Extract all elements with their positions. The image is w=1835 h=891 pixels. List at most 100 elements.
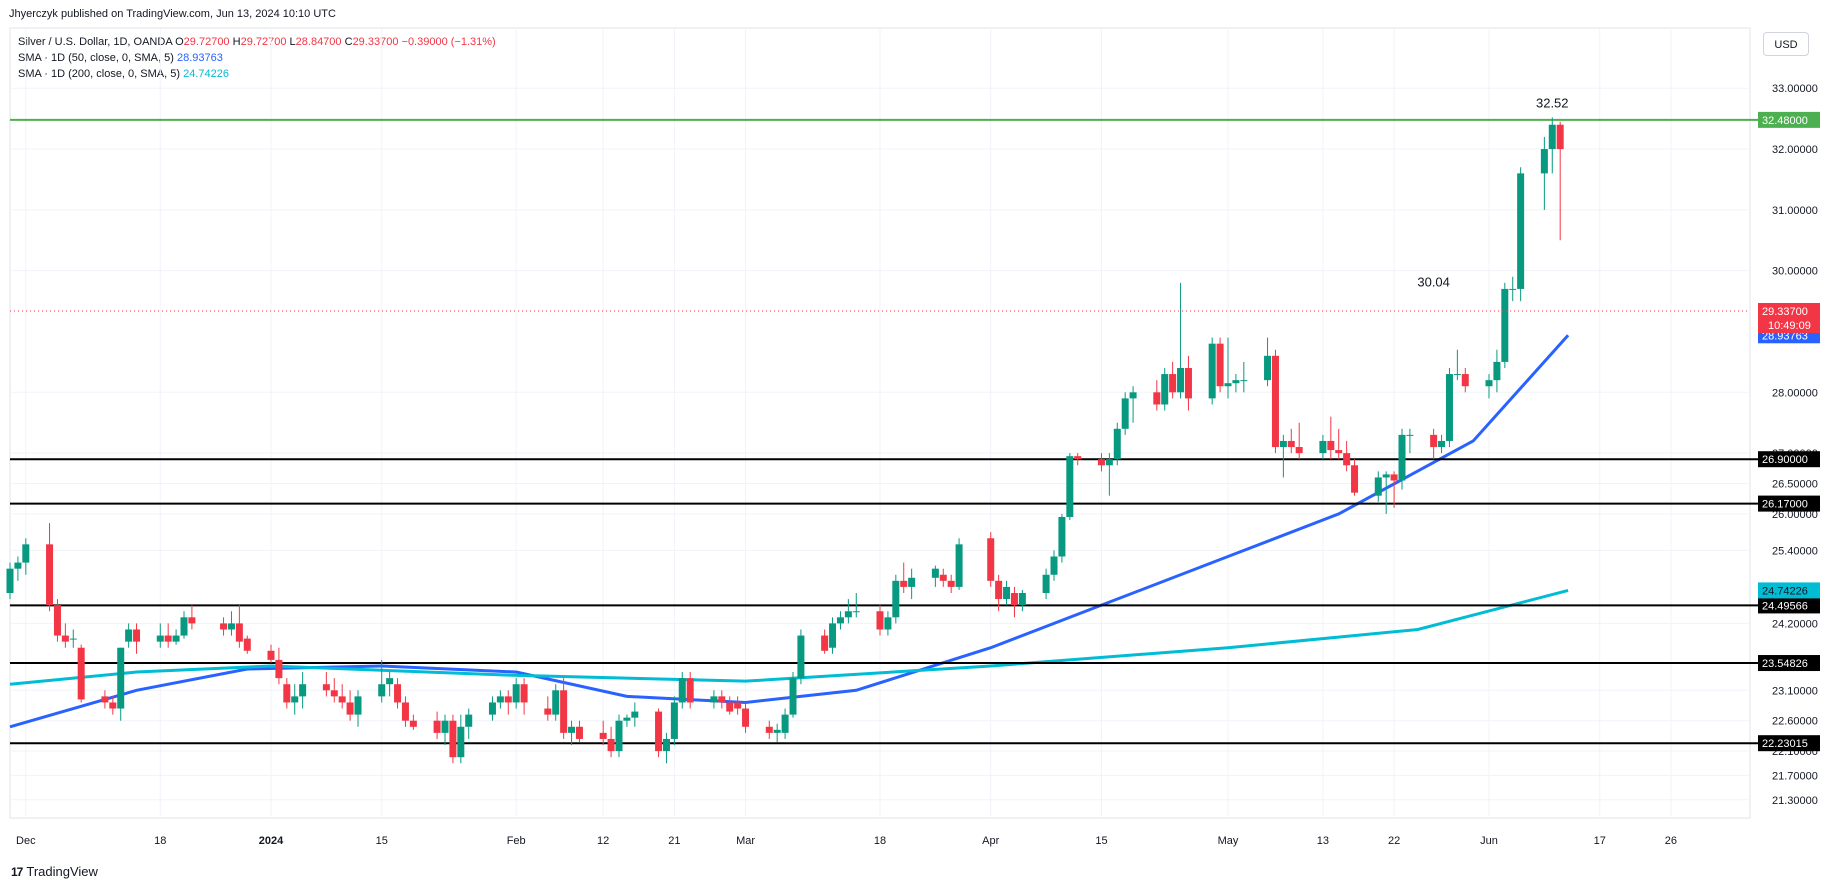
candle-body bbox=[61, 635, 69, 642]
candle-body bbox=[742, 708, 750, 727]
level-price-tag: 22.23015 bbox=[1762, 738, 1808, 750]
level-price-tag: 26.17000 bbox=[1762, 499, 1808, 511]
chart-legend: Silver / U.S. Dollar, 1D, OANDA O29.7270… bbox=[18, 34, 496, 82]
level-price-tag: 23.54826 bbox=[1762, 658, 1808, 670]
candle-body bbox=[291, 696, 299, 703]
x-tick-label: 18 bbox=[874, 835, 886, 847]
candle-body bbox=[1042, 574, 1050, 593]
high-annotation: 32.52 bbox=[1536, 95, 1569, 110]
candle-body bbox=[275, 659, 283, 679]
legend-sma50-row[interactable]: SMA · 1D (50, close, 0, SMA, 5) 28.93763 bbox=[18, 50, 496, 66]
x-tick-label: 18 bbox=[154, 835, 166, 847]
y-tick-label: 21.30000 bbox=[1772, 795, 1818, 807]
x-tick-label: Mar bbox=[736, 835, 755, 847]
y-tick-label: 25.40000 bbox=[1772, 545, 1818, 557]
candle-body bbox=[1548, 124, 1556, 150]
candle-body bbox=[1003, 586, 1011, 600]
level-price-tag-bg bbox=[1758, 655, 1820, 672]
candle-body bbox=[69, 638, 77, 640]
level-price-tag-bg bbox=[1758, 451, 1820, 468]
candle-body bbox=[797, 635, 805, 679]
candle-body bbox=[955, 544, 963, 587]
x-tick-label: Dec bbox=[16, 835, 36, 847]
candle-body bbox=[947, 580, 955, 587]
candle-body bbox=[1461, 374, 1469, 387]
candle-body bbox=[686, 678, 694, 703]
candle-body bbox=[1161, 374, 1169, 405]
y-tick-label: 24.20000 bbox=[1772, 618, 1818, 630]
tradingview-brand[interactable]: 17 TradingView bbox=[11, 864, 98, 879]
last-price-tag: 29.33700 bbox=[1762, 306, 1808, 318]
level-price-tag-bg bbox=[1758, 597, 1820, 614]
y-tick-label: 32.00000 bbox=[1772, 144, 1818, 156]
candle-body bbox=[164, 635, 172, 642]
candle-body bbox=[188, 617, 196, 624]
candle-body bbox=[117, 647, 125, 709]
candle-body bbox=[1113, 428, 1121, 460]
x-tick-label: 12 bbox=[597, 835, 609, 847]
candle-body bbox=[726, 702, 734, 712]
candle-body bbox=[409, 720, 417, 727]
candle-body bbox=[449, 720, 457, 758]
level-price-tag: 32.48000 bbox=[1762, 115, 1808, 127]
candle-body bbox=[354, 696, 362, 715]
low-annotation: 30.04 bbox=[1417, 274, 1450, 289]
candle-body bbox=[623, 717, 631, 721]
legend-sma200-row[interactable]: SMA · 1D (200, close, 0, SMA, 5) 24.7422… bbox=[18, 66, 496, 82]
candle-body bbox=[496, 696, 504, 703]
candle-body bbox=[662, 738, 670, 752]
legend-change: −0.39000 (−1.31%) bbox=[401, 36, 496, 48]
candle-body bbox=[22, 544, 30, 563]
candle-body bbox=[552, 690, 560, 715]
x-tick-label: 26 bbox=[1665, 835, 1677, 847]
candle-body bbox=[773, 729, 781, 733]
x-tick-label: 22 bbox=[1388, 835, 1400, 847]
legend-open-label: O bbox=[175, 36, 184, 48]
y-tick-label: 28.00000 bbox=[1772, 387, 1818, 399]
legend-close-label: C bbox=[344, 36, 353, 48]
y-tick-label: 33.00000 bbox=[1772, 83, 1818, 95]
candle-body bbox=[1540, 149, 1548, 174]
candle-body bbox=[1010, 592, 1018, 606]
level-price-tag-bg bbox=[1758, 735, 1820, 752]
candle-body bbox=[1517, 173, 1525, 289]
candle-body bbox=[504, 696, 512, 703]
level-price-tag-bg bbox=[1758, 495, 1820, 512]
candle-body bbox=[330, 690, 338, 697]
candle-body bbox=[322, 684, 330, 691]
x-tick-label: 13 bbox=[1317, 835, 1329, 847]
candle-body bbox=[734, 702, 742, 709]
candle-body bbox=[560, 690, 568, 733]
candle-body bbox=[338, 696, 346, 703]
legend-sma50-label: SMA · 1D (50, close, 0, SMA, 5) bbox=[18, 52, 174, 64]
candle-body bbox=[655, 711, 663, 752]
sma200-price-tag: 24.74226 bbox=[1762, 585, 1808, 597]
level-price-tag: 26.90000 bbox=[1762, 454, 1808, 466]
currency-button[interactable]: USD bbox=[1763, 32, 1809, 56]
candle-body bbox=[172, 635, 180, 642]
legend-ohlc-row: Silver / U.S. Dollar, 1D, OANDA O29.7270… bbox=[18, 34, 496, 50]
x-tick-label: Feb bbox=[507, 835, 526, 847]
legend-sma200-value: 24.74226 bbox=[183, 68, 229, 80]
candle-body bbox=[1343, 453, 1351, 466]
candle-body bbox=[1184, 367, 1192, 399]
sma50-line bbox=[9, 334, 1570, 729]
candle-body bbox=[386, 678, 394, 685]
candle-body bbox=[227, 623, 235, 630]
candle-body bbox=[1374, 477, 1382, 496]
candle-body bbox=[465, 714, 473, 727]
sma200-line bbox=[9, 588, 1569, 686]
legend-low: 28.84700 bbox=[295, 36, 342, 48]
y-tick-label: 23.10000 bbox=[1772, 685, 1818, 697]
legend-high-label: H bbox=[232, 36, 241, 48]
y-tick-label: 31.00000 bbox=[1772, 205, 1818, 217]
candle-body bbox=[220, 623, 228, 630]
candle-body bbox=[908, 577, 916, 587]
candle-body bbox=[678, 678, 686, 703]
candle-body bbox=[1287, 440, 1295, 448]
candle-body bbox=[1493, 361, 1501, 381]
x-tick-label: May bbox=[1218, 835, 1239, 847]
candle-body bbox=[718, 696, 726, 703]
candle-body bbox=[520, 684, 528, 703]
